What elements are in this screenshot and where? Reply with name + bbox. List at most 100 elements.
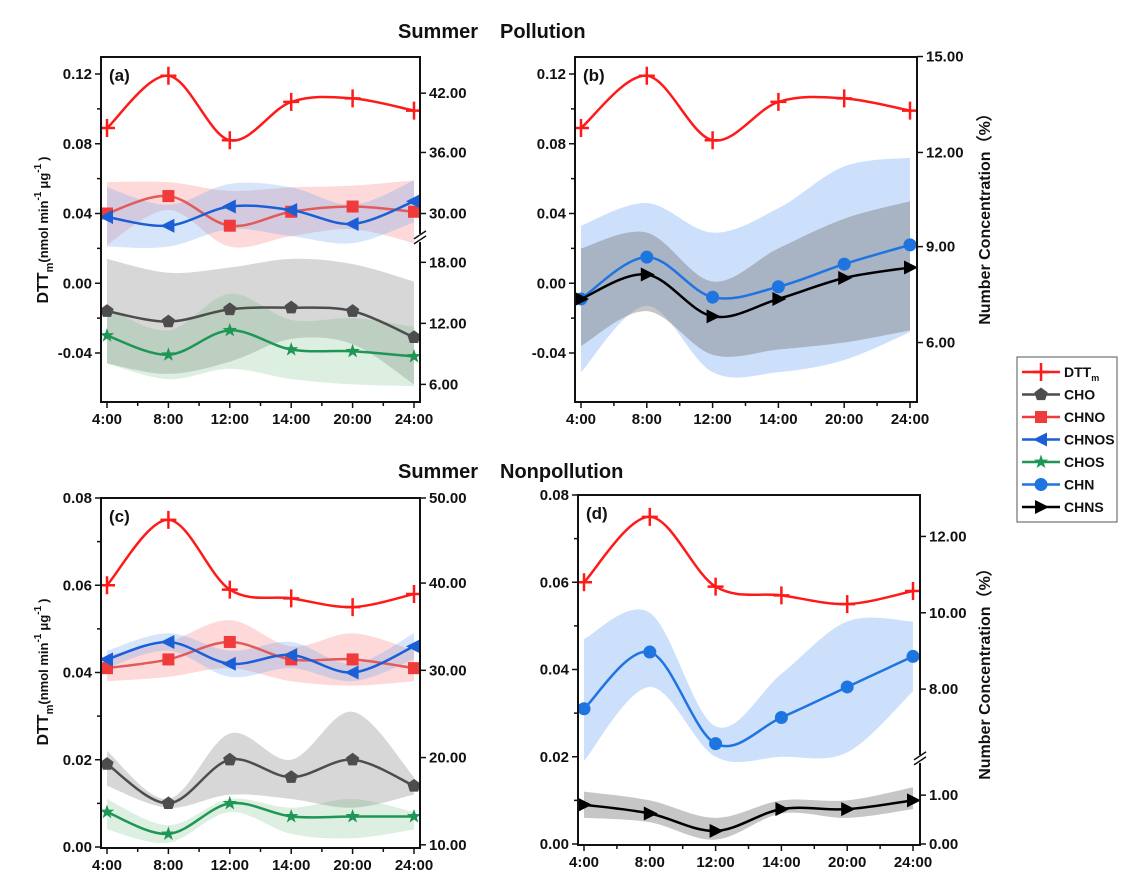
right-y-tick-label: 0.00 [929,836,958,853]
point-cho-1400 [284,770,298,783]
point-chns-800 [643,806,658,821]
y-tick-label: 0.00 [63,275,92,292]
x-tick-label: 24:00 [395,411,433,428]
point-chno-2400 [408,662,420,675]
point-chos-1400 [284,808,299,823]
point-dttm-800 [160,66,177,85]
plot-area [578,507,920,840]
point-cho-1200 [223,752,237,766]
band-chn [581,157,910,378]
legend-marker-triangle-right-icon [1035,500,1049,514]
right-y-tick-label: 30.00 [429,662,467,679]
left-axis-title-bottom: DTTm(nmol min-1μg-1) [33,598,56,745]
legend-label: CHOS [1064,454,1104,470]
point-dttm-800 [638,66,655,85]
point-chos-1200 [222,795,237,810]
y-tick-label: 0.02 [63,752,92,769]
band-chns [581,201,910,357]
point-chns-1400 [772,291,787,306]
bottom-title-condition: Nonpollution [500,461,623,483]
right-y-tick-label: 15.00 [926,49,964,66]
band-cho [107,258,414,385]
y-tick-label: 0.06 [540,574,569,591]
x-tick-label: 14:00 [762,854,800,871]
legend-marker-plus-icon [1033,363,1049,381]
point-cho-800 [161,796,176,810]
legend-item-dttm: DTTm [1022,363,1099,383]
right-y-tick-label: 18.00 [429,254,467,271]
legend-label: CHNS [1064,499,1104,515]
point-cho-2000 [345,304,360,317]
x-tick-label: 20:00 [333,857,371,874]
axis-break-icon [913,751,927,766]
band-chnos [107,180,414,248]
legend-label: CHO [1064,387,1095,403]
point-chn-2000 [840,680,854,694]
y-tick-label: 0.08 [63,490,92,507]
point-chns-1200 [706,309,721,324]
x-tick-label: 14:00 [272,857,310,874]
point-chno-2000 [346,200,359,213]
y-tick-label: 0.04 [540,662,570,679]
point-dttm-2000 [836,89,853,108]
x-tick-label: 8:00 [153,411,183,428]
band-chos [107,293,414,387]
x-tick-label: 8:00 [153,857,183,874]
x-tick-label: 8:00 [635,854,665,871]
point-dttm-1400 [283,92,300,111]
point-chns-2000 [841,802,856,817]
plot-area [101,66,420,387]
right-y-tick-label: 9.00 [926,239,955,256]
point-chos-2000 [345,808,360,823]
right-y-tick-label: 36.00 [429,144,467,161]
right-axis-title-bottom: Number Concentration（%） [976,560,994,780]
point-dttm-1400 [770,92,787,111]
point-chos-1400 [284,342,299,356]
x-tick-label: 4:00 [569,854,599,871]
point-chnos-800 [160,634,175,649]
band-chno [107,180,414,248]
series-line-dttm [583,515,914,606]
y-tick-label: 0.00 [540,836,569,853]
right-y-tick-label: 6.00 [429,376,458,393]
point-chos-1200 [222,322,237,337]
right-y-tick-label: 12.00 [926,144,964,161]
point-chn-800 [640,250,654,264]
point-dttm-1200 [221,131,238,150]
x-tick-label: 8:00 [632,411,662,428]
band-chno [107,620,414,686]
point-dttm-1400 [283,589,300,608]
point-dttm-2000 [344,598,361,617]
right-y-tick-label: 20.00 [429,750,467,767]
x-tick-label: 24:00 [891,411,929,428]
legend-item-chno: CHNO [1022,409,1105,425]
point-chn-2400 [903,238,917,252]
point-dttm-2400 [905,581,920,600]
x-tick-label: 20:00 [828,854,866,871]
left-axis-title-top: DTTm(nmol min-1μg-1) [33,156,56,303]
panel-label: (d) [586,504,608,523]
y-tick-label: -0.04 [532,345,567,362]
point-dttm-1200 [221,580,238,599]
top-title-season: Summer [398,21,478,43]
right-y-tick-label: 10.00 [429,837,467,854]
point-dttm-2400 [902,101,917,120]
legend-marker-pentagon-icon [1034,387,1048,401]
point-chnos-1400 [283,648,298,663]
x-tick-label: 4:00 [92,857,122,874]
plot-area [101,510,420,844]
point-chos-2400 [406,348,420,363]
panel-c: (c) 4:00 8:00 12:00 14:00 20:00 24:00 0.08 0.06 0… [63,490,467,874]
right-y-tick-label: 8.00 [929,681,958,698]
x-tick-label: 12:00 [211,857,249,874]
panel-label: (a) [109,66,130,85]
legend-item-cho: CHO [1022,387,1095,403]
series-line-dttm [106,518,415,609]
right-y-tick-label: 12.00 [929,528,967,545]
point-chns-800 [640,267,655,282]
point-dttm-1400 [773,586,790,605]
panel-label: (c) [109,507,130,526]
legend-item-chnos: CHNOS [1022,432,1115,448]
svg-text:DTTm(nmol min-1μg-1): DTTm(nmol min-1μg-1) [33,598,56,745]
point-chns-2000 [838,271,853,286]
